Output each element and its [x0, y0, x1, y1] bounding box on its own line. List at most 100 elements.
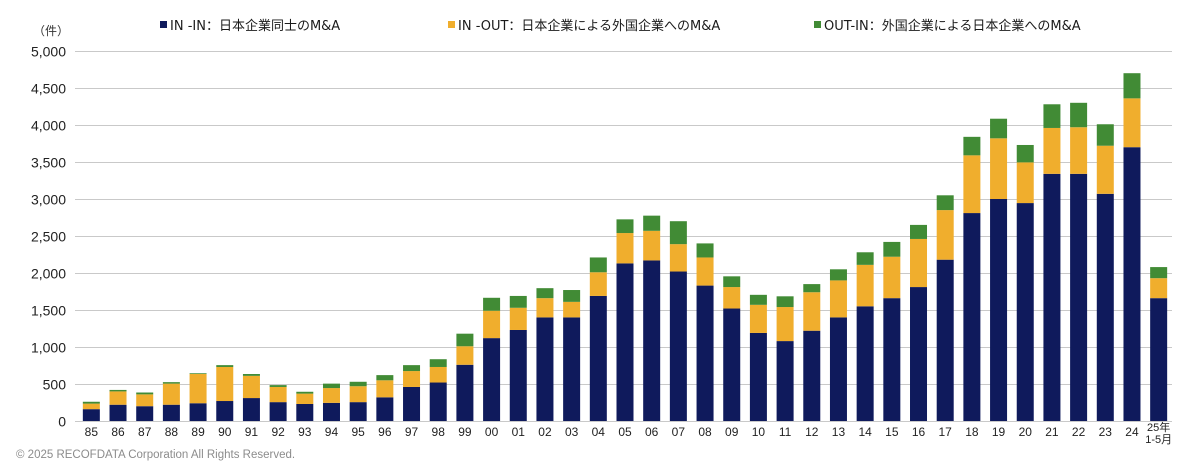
legend-swatch-in-in [160, 21, 167, 28]
bar-out-in-23 [1096, 124, 1114, 146]
y-tick-label: 1,500 [31, 303, 66, 319]
bar-out-in-05 [616, 219, 634, 234]
x-tick-label: 07 [672, 425, 686, 439]
bar-in-out-14 [856, 264, 874, 307]
bar-in-out-06 [643, 230, 661, 261]
x-tick-label: 91 [245, 425, 259, 439]
bar-in-in-09 [723, 308, 741, 421]
bar-in-out-97 [403, 371, 421, 387]
bar-out-in-86 [109, 389, 127, 392]
bar-in-out-24 [1123, 98, 1141, 148]
bar-in-out-23 [1096, 145, 1114, 194]
bar-in-in-95 [349, 402, 367, 421]
bar-in-in-96 [376, 397, 394, 421]
x-tick-label: 22 [1072, 425, 1086, 439]
bar-in-in-25-1-5 [1150, 298, 1168, 421]
bar-in-in-88 [162, 404, 180, 421]
bar-in-out-25-1-5 [1150, 278, 1168, 299]
y-tick-label: 1,000 [31, 340, 66, 356]
x-tick-label: 23 [1099, 425, 1113, 439]
bar-out-in-02 [536, 288, 554, 299]
bar-out-in-04 [589, 257, 607, 273]
x-tick-label: 02 [538, 425, 552, 439]
bar-in-out-05 [616, 233, 634, 264]
bar-in-in-11 [776, 341, 794, 421]
bar-in-out-17 [936, 210, 954, 260]
bar-in-out-11 [776, 307, 794, 342]
y-tick-label: 4,000 [31, 118, 66, 134]
x-tick-label: 12 [805, 425, 819, 439]
legend-swatch-in-out [448, 21, 455, 28]
bar-out-in-96 [376, 375, 394, 381]
legend-item-out-in: OUT-IN：外国企業による日本企業へのM&A [814, 15, 1081, 34]
bar-in-in-85 [82, 409, 100, 421]
x-tick-label: 85 [85, 425, 99, 439]
bar-in-out-20 [1016, 162, 1034, 204]
bar-in-out-87 [136, 394, 154, 407]
bar-out-in-94 [322, 383, 340, 389]
bar-in-out-18 [963, 155, 981, 214]
bar-in-out-19 [990, 138, 1008, 199]
bar-in-in-86 [109, 404, 127, 421]
bar-in-out-01 [509, 307, 527, 330]
bar-in-out-95 [349, 386, 367, 403]
x-tick-label: 00 [485, 425, 499, 439]
bar-in-out-07 [669, 244, 687, 272]
bar-out-in-20 [1016, 144, 1034, 163]
bar-out-in-17 [936, 195, 954, 211]
bar-in-out-98 [429, 366, 447, 383]
x-tick-label-line: 1-5月 [1145, 434, 1172, 446]
bar-out-in-03 [563, 290, 581, 302]
x-tick-label: 96 [378, 425, 392, 439]
x-tick-label: 18 [965, 425, 979, 439]
bar-out-in-14 [856, 252, 874, 265]
x-tick-label: 25年 1-5月 [1145, 420, 1172, 446]
legend-item-in-out: IN -OUT：日本企業による外国企業へのM&A [448, 15, 720, 34]
bar-in-in-13 [829, 317, 847, 421]
bar-in-out-88 [162, 383, 180, 405]
bar-in-in-14 [856, 306, 874, 421]
x-tick-label: 89 [191, 425, 205, 439]
y-tick-label: 2,500 [31, 229, 66, 245]
x-tick-label: 17 [939, 425, 953, 439]
bar-in-in-12 [803, 330, 821, 421]
y-tick-label: 3,500 [31, 155, 66, 171]
bar-in-in-97 [403, 386, 421, 421]
bar-out-in-11 [776, 296, 794, 308]
x-tick-label: 19 [992, 425, 1006, 439]
x-tick-label: 14 [858, 425, 872, 439]
y-tick-label: 3,000 [31, 192, 66, 208]
x-tick-label: 05 [618, 425, 632, 439]
x-tick-label: 11 [779, 425, 792, 439]
bar-in-in-15 [883, 298, 901, 421]
bar-in-in-07 [669, 271, 687, 421]
legend-label-in-out: IN -OUT：日本企業による外国企業へのM&A [458, 19, 721, 34]
bar-out-in-01 [509, 295, 527, 308]
bar-in-out-03 [563, 301, 581, 318]
bar-out-in-12 [803, 284, 821, 293]
y-tick-label: 500 [43, 377, 67, 393]
bar-in-in-10 [749, 332, 767, 421]
bar-in-out-91 [242, 375, 260, 399]
y-axis-tick-labels: 0 500 1,000 1,500 2,000 2,500 3,000 3,500 4,000 4… [31, 44, 66, 430]
x-tick-label: 95 [351, 425, 365, 439]
bar-in-in-02 [536, 317, 554, 421]
bar-in-out-16 [910, 238, 928, 288]
bar-in-in-21 [1043, 173, 1061, 421]
x-tick-label: 03 [565, 425, 579, 439]
bar-in-out-96 [376, 380, 394, 398]
bar-out-in-98 [429, 359, 447, 367]
bar-in-out-22 [1070, 127, 1088, 174]
x-tick-label-line: 25年 [1147, 420, 1170, 434]
bar-out-in-90 [216, 365, 234, 367]
bar-in-in-03 [563, 317, 581, 421]
bar-out-in-99 [456, 333, 474, 347]
bar-in-in-24 [1123, 147, 1141, 421]
x-tick-label: 08 [698, 425, 712, 439]
legend-label-out-in: OUT-IN：外国企業による日本企業へのM&A [824, 19, 1081, 34]
bars [82, 73, 1168, 421]
x-tick-label: 06 [645, 425, 659, 439]
bar-in-in-22 [1070, 173, 1088, 421]
bar-in-out-85 [82, 403, 100, 410]
